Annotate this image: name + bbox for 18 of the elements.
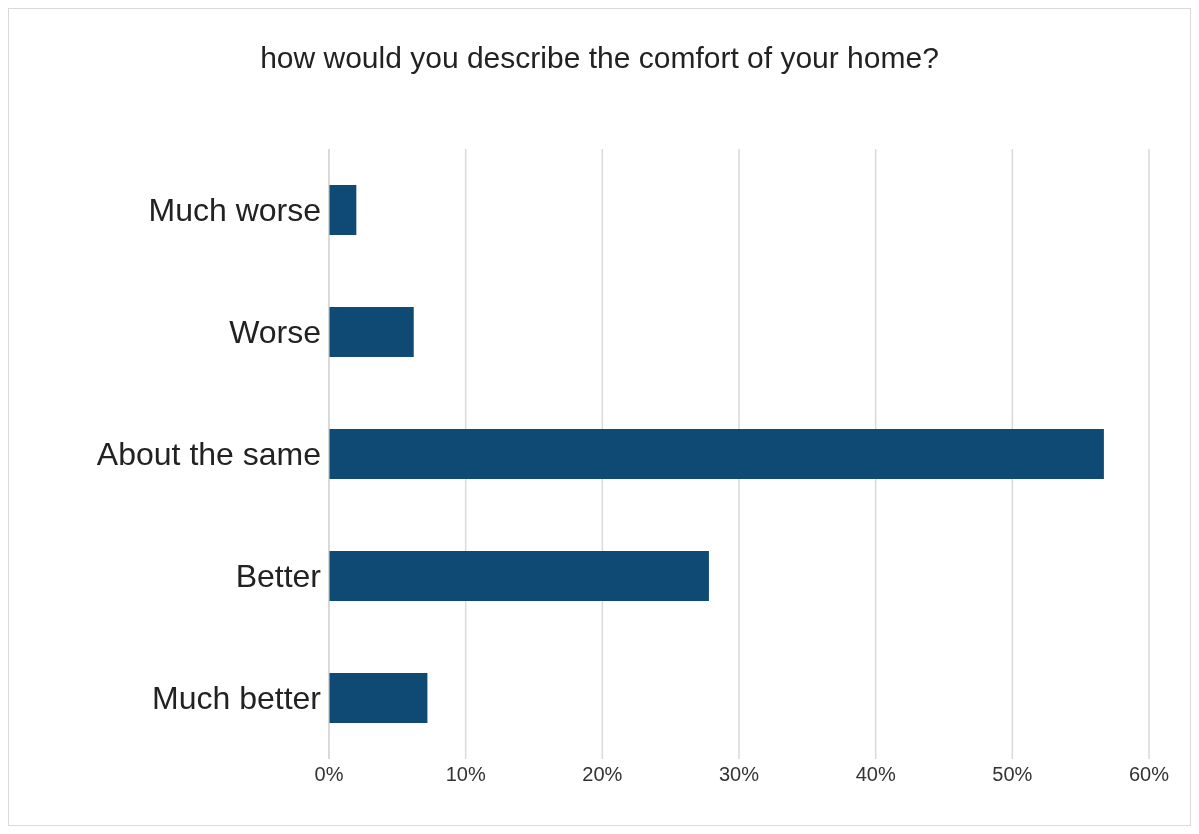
y-tick-label: About the same bbox=[96, 436, 321, 473]
x-tick-label: 50% bbox=[992, 763, 1033, 786]
bar bbox=[329, 673, 428, 723]
x-tick-label: 60% bbox=[1128, 763, 1170, 786]
x-tick-label: 40% bbox=[855, 763, 896, 786]
bar bbox=[329, 307, 414, 357]
y-tick-label: Better bbox=[235, 558, 322, 595]
bar bbox=[329, 185, 357, 235]
y-tick-label: Much worse bbox=[148, 192, 321, 229]
y-tick-label: Worse bbox=[229, 314, 321, 351]
chart-title: how would you describe the comfort of your home? bbox=[259, 40, 940, 76]
x-tick-label: 20% bbox=[582, 763, 623, 786]
x-tick-label: 0% bbox=[314, 763, 344, 786]
y-tick-label: Much better bbox=[152, 680, 322, 717]
x-tick-label: 10% bbox=[445, 763, 486, 786]
bar bbox=[329, 429, 1104, 479]
bar bbox=[329, 551, 709, 601]
x-tick-label: 30% bbox=[718, 763, 760, 786]
